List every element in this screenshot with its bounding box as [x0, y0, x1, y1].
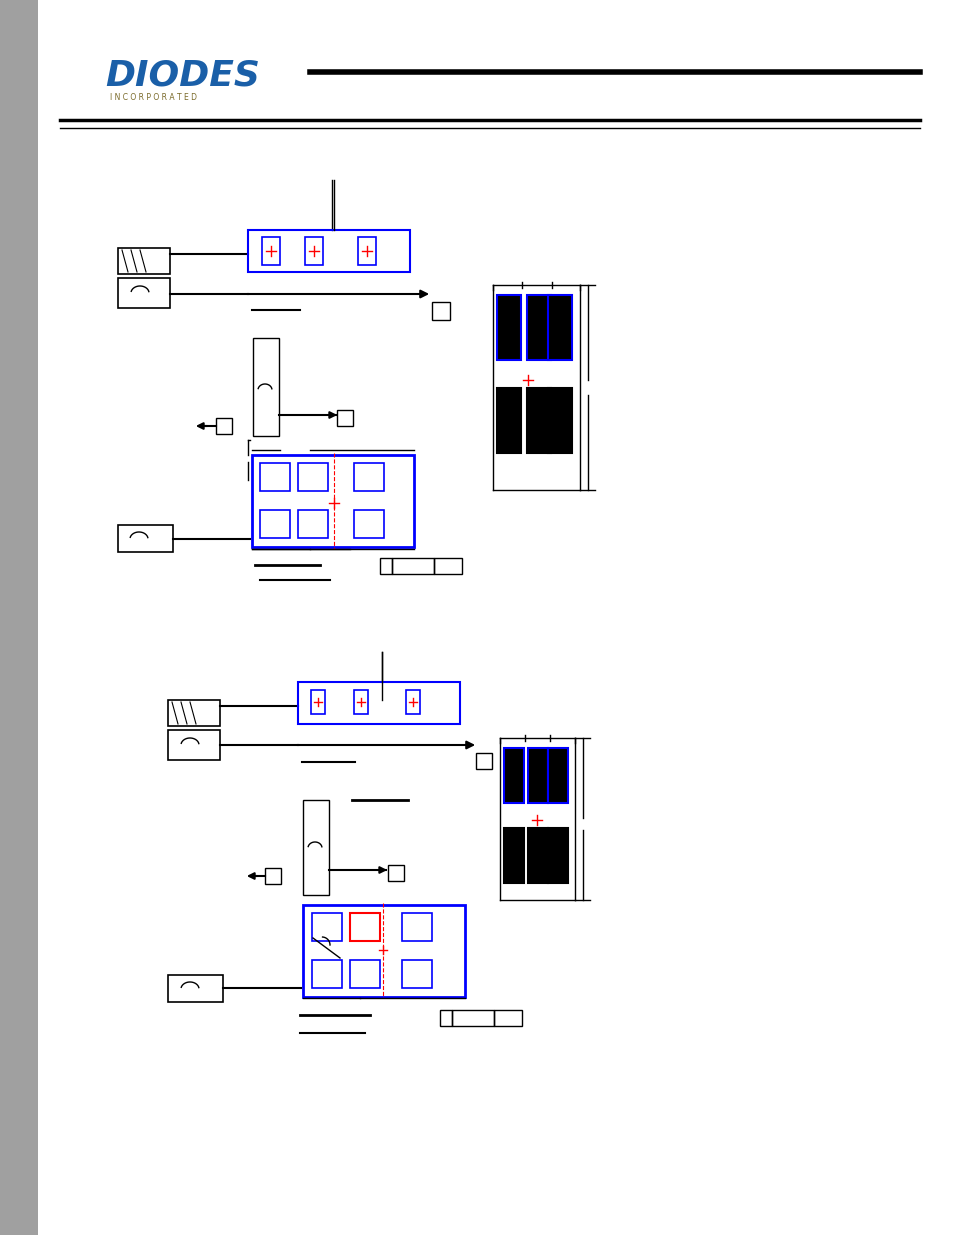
Bar: [527, 748, 547, 803]
Bar: [303, 800, 329, 895]
Bar: [503, 748, 523, 803]
Bar: [252, 454, 414, 547]
Bar: [547, 295, 572, 359]
Bar: [406, 690, 419, 714]
Bar: [168, 700, 220, 726]
Text: DIODES: DIODES: [105, 58, 259, 91]
Bar: [303, 905, 464, 997]
Bar: [527, 827, 547, 883]
Bar: [215, 417, 232, 433]
Bar: [547, 388, 572, 453]
Bar: [526, 295, 551, 359]
Bar: [336, 410, 353, 426]
Bar: [547, 827, 567, 883]
Bar: [357, 237, 375, 266]
Bar: [526, 388, 551, 453]
Bar: [388, 864, 403, 881]
Bar: [248, 230, 410, 272]
Bar: [432, 303, 450, 320]
Bar: [118, 248, 170, 274]
Bar: [260, 510, 290, 538]
Bar: [379, 558, 392, 574]
Bar: [253, 338, 278, 436]
Bar: [392, 558, 434, 574]
Bar: [354, 510, 384, 538]
Bar: [547, 748, 567, 803]
Bar: [297, 682, 459, 724]
Bar: [354, 463, 384, 492]
Bar: [503, 827, 523, 883]
Bar: [305, 237, 323, 266]
Bar: [497, 388, 520, 453]
Bar: [476, 753, 492, 769]
Bar: [350, 913, 379, 941]
Bar: [350, 960, 379, 988]
Bar: [118, 525, 172, 552]
Bar: [168, 730, 220, 760]
Text: I N C O R P O R A T E D: I N C O R P O R A T E D: [110, 93, 196, 101]
Bar: [312, 960, 341, 988]
Bar: [354, 690, 368, 714]
Bar: [297, 463, 328, 492]
Bar: [265, 868, 281, 884]
Bar: [312, 913, 341, 941]
Bar: [434, 558, 461, 574]
Bar: [350, 913, 379, 941]
Bar: [311, 690, 325, 714]
Bar: [262, 237, 280, 266]
Bar: [497, 295, 520, 359]
Bar: [297, 510, 328, 538]
Bar: [260, 463, 290, 492]
Bar: [401, 960, 432, 988]
Bar: [401, 913, 432, 941]
Bar: [452, 1010, 494, 1026]
Bar: [439, 1010, 452, 1026]
Bar: [0, 0, 38, 1235]
Bar: [168, 974, 223, 1002]
Bar: [494, 1010, 521, 1026]
Bar: [118, 278, 170, 308]
